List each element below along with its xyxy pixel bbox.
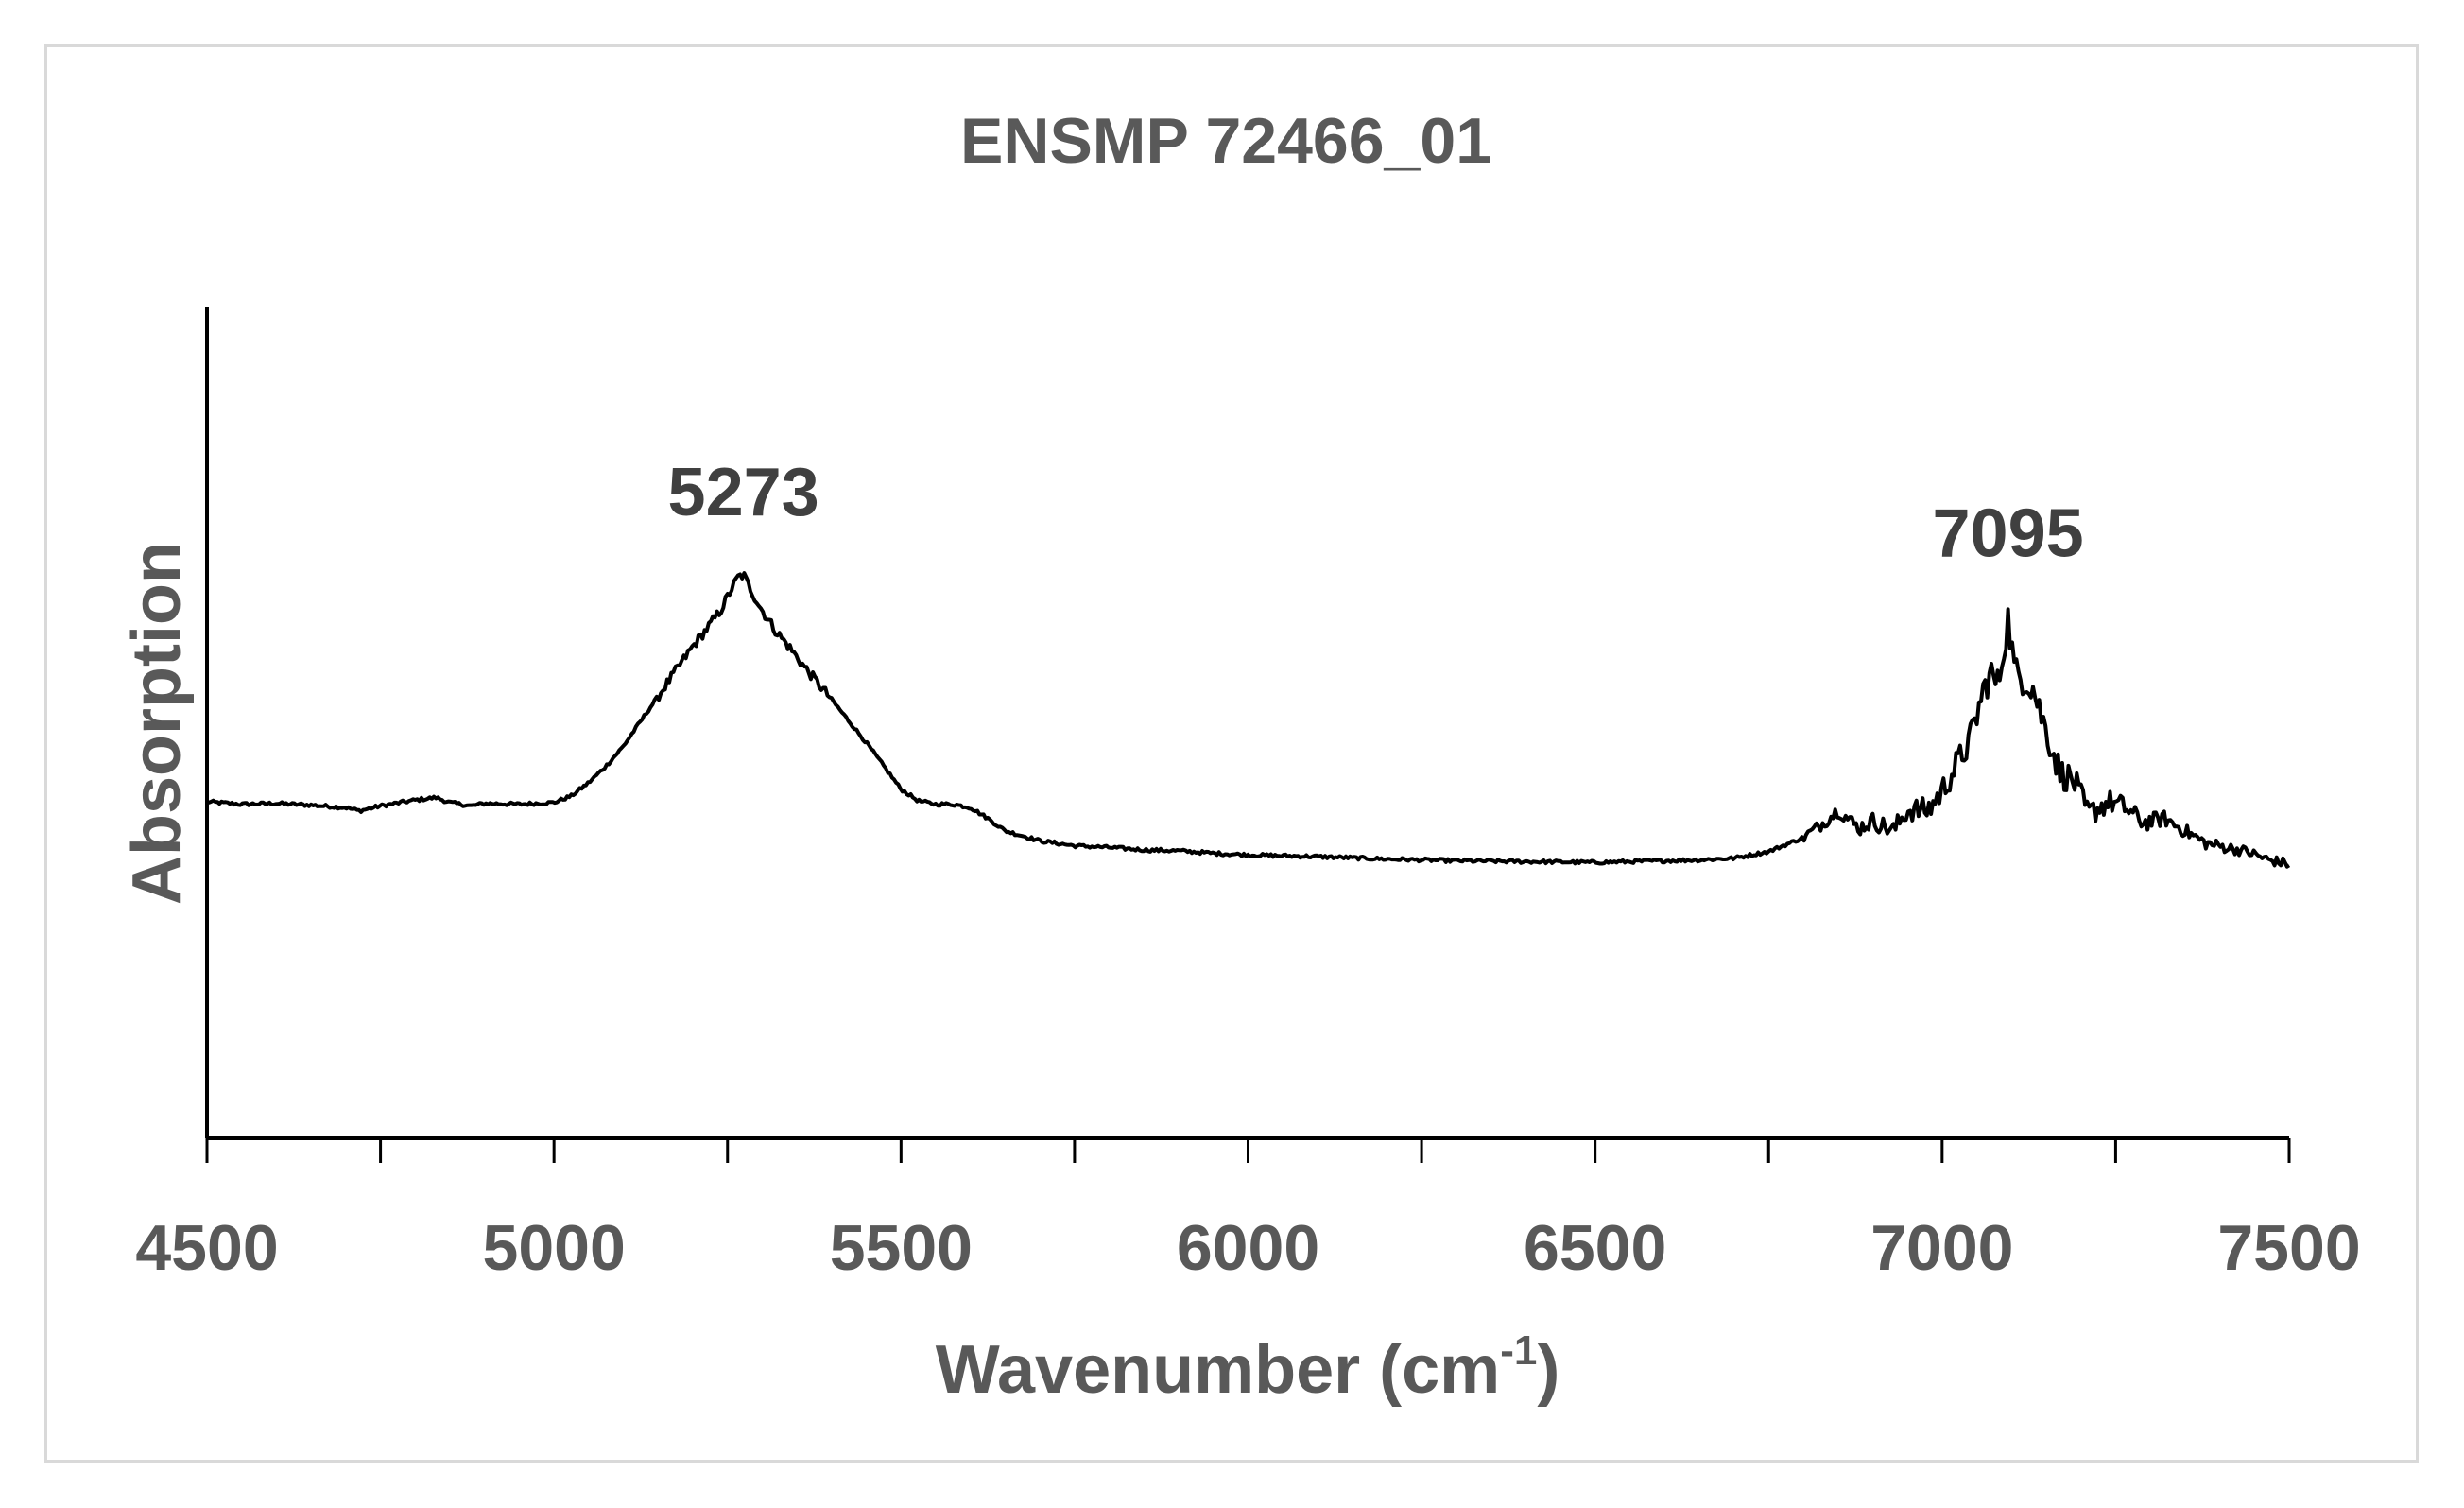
y-axis-label: Absorption	[119, 542, 195, 905]
svg-text:Absorption: Absorption	[119, 542, 195, 905]
spectrum-line	[205, 571, 2291, 869]
x-tick-label: 7000	[1870, 1212, 2013, 1284]
x-tick-label: 5500	[830, 1212, 973, 1284]
x-axis-label-main: Wavenumber (cm	[936, 1332, 1500, 1408]
x-tick-label: 7500	[2217, 1212, 2360, 1284]
x-tick-labels: 4500 5000 5500 6000 6500 7000 7500	[135, 1212, 2360, 1284]
x-tick-label: 5000	[483, 1212, 626, 1284]
x-axis-label: Wavenumber (cm-1)	[936, 1327, 1560, 1408]
chart-frame	[44, 44, 2419, 1463]
chart-title: ENSMP 72466_01	[960, 105, 1491, 177]
x-axis-label-close: )	[1537, 1332, 1559, 1408]
peak-label: 5273	[668, 455, 819, 530]
x-ticks	[205, 1138, 2291, 1163]
peak-label: 7095	[1933, 496, 2084, 572]
peak-annotations: 5273 7095	[668, 455, 2084, 572]
x-axis-label-sup: -1	[1500, 1327, 1537, 1374]
x-tick-label: 4500	[135, 1212, 278, 1284]
x-tick-label: 6000	[1177, 1212, 1319, 1284]
x-tick-label: 6500	[1524, 1212, 1666, 1284]
